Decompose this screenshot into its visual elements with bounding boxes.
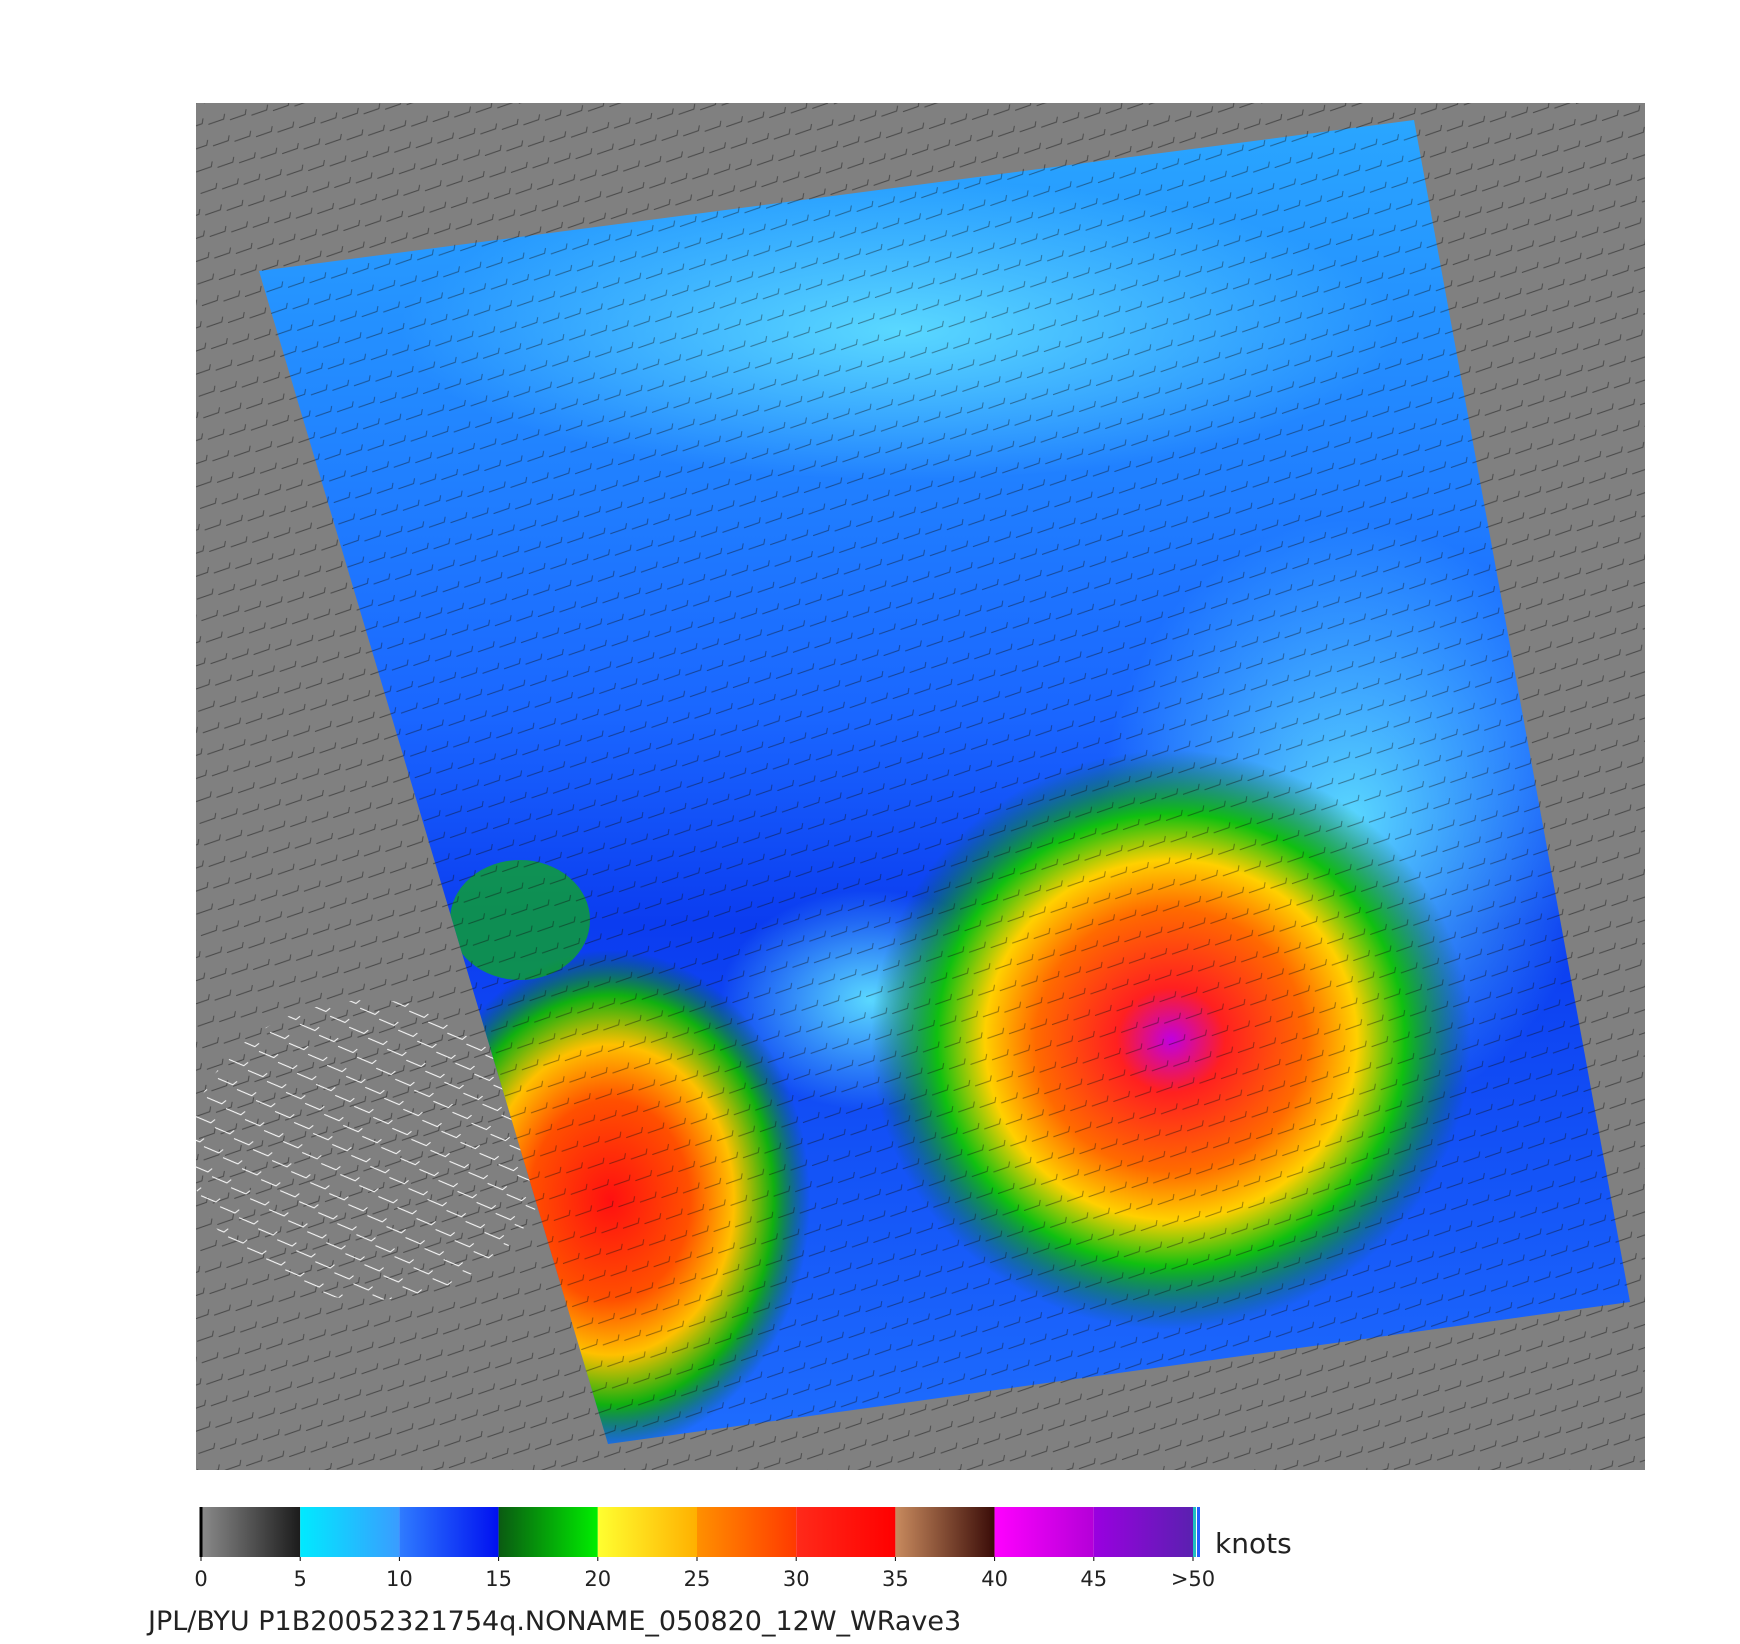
colorbar-segment [1093, 1507, 1193, 1557]
colorbar: knots 0 5 10 15 20 25 30 35 40 45 >50 [194, 1507, 1292, 1591]
wind-map [190, 103, 1645, 1470]
colorbar-tick-label: 5 [294, 1567, 307, 1591]
colorbar-tick-label: 25 [684, 1567, 711, 1591]
colorbar-segment [697, 1507, 797, 1557]
colorbar-segment [796, 1507, 896, 1557]
wind-barbs [190, 1000, 550, 1300]
colorbar-tick-label: 15 [485, 1567, 512, 1591]
colorbar-segment [201, 1507, 301, 1557]
colorbar-end [1193, 1507, 1196, 1557]
colorbar-tick-label: 45 [1080, 1567, 1107, 1591]
footer-text: JPL/BYU P1B20052321754q.NONAME_050820_12… [146, 1606, 961, 1637]
colorbar-tick-label: 35 [882, 1567, 909, 1591]
colorbar-segment [300, 1507, 400, 1557]
colorbar-segment [895, 1507, 995, 1557]
colorbar-unit: knots [1215, 1527, 1292, 1560]
colorbar-segment [994, 1507, 1094, 1557]
colorbar-tick-label: 0 [194, 1567, 207, 1591]
colorbar-tick-label: >50 [1171, 1567, 1215, 1591]
colorbar-segment [498, 1507, 598, 1557]
colorbar-end [1197, 1507, 1200, 1557]
colorbar-segment [399, 1507, 499, 1557]
colorbar-segment [597, 1507, 697, 1557]
colorbar-tick-label: 20 [584, 1567, 611, 1591]
colorbar-tick-label: 40 [981, 1567, 1008, 1591]
colorbar-tick-label: 30 [783, 1567, 810, 1591]
colorbar-tick-label: 10 [386, 1567, 413, 1591]
